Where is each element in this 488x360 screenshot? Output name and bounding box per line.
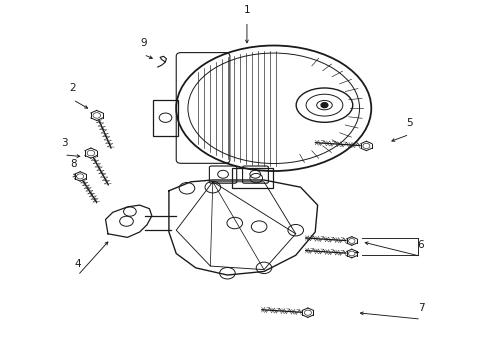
Text: 5: 5 — [405, 118, 412, 128]
Text: 8: 8 — [70, 159, 77, 169]
Text: 9: 9 — [140, 38, 146, 48]
Text: 1: 1 — [243, 5, 250, 15]
Text: 6: 6 — [417, 240, 424, 250]
Text: 4: 4 — [74, 259, 81, 269]
Circle shape — [321, 103, 327, 108]
Text: 7: 7 — [417, 303, 424, 313]
Text: 2: 2 — [69, 83, 76, 93]
Text: 3: 3 — [61, 139, 67, 148]
